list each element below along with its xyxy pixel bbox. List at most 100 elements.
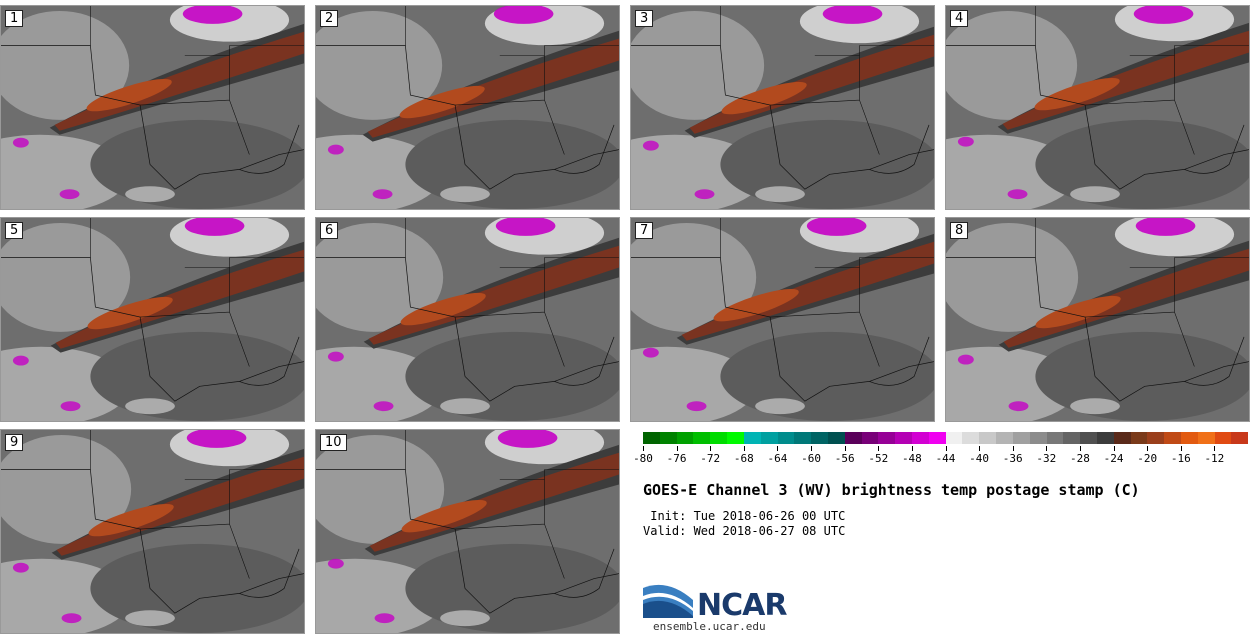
panel-number: 9	[5, 434, 24, 451]
panel-6: 6	[315, 217, 620, 422]
panel-number: 7	[635, 222, 654, 239]
colorbar-tick-label: -44	[935, 452, 956, 465]
wv-map	[1, 218, 304, 421]
wv-map	[946, 218, 1249, 421]
colorbar-tick-mark	[710, 446, 712, 451]
colorbar-swatch	[659, 432, 677, 444]
colorbar-swatch	[1214, 432, 1232, 444]
wv-map	[946, 6, 1249, 209]
colorbar-swatch	[710, 432, 728, 444]
colorbar-tick-label: -52	[868, 452, 889, 465]
colorbar-tick-label: -68	[733, 452, 754, 465]
wv-map	[316, 6, 619, 209]
panel-7: 7	[630, 217, 935, 422]
colorbar-tick-label: -36	[1002, 452, 1023, 465]
colorbar-swatch	[912, 432, 929, 444]
colorbar-swatch	[676, 432, 694, 444]
colorbar-tick-mark	[1113, 446, 1115, 451]
colorbar-tick-mark	[777, 446, 779, 451]
colorbar-swatch	[643, 432, 660, 444]
colorbar-swatch	[1231, 432, 1249, 444]
colorbar	[643, 432, 1249, 444]
colorbar-swatch	[996, 432, 1013, 444]
ncar-logo-text: NCAR	[697, 588, 787, 623]
colorbar-swatch	[1164, 432, 1181, 444]
colorbar-tick-mark	[1012, 446, 1014, 451]
colorbar-tick-mark	[1079, 446, 1081, 451]
colorbar-swatch	[1130, 432, 1148, 444]
colorbar-swatch	[945, 432, 963, 444]
colorbar-swatch	[979, 432, 997, 444]
panel-number: 10	[320, 434, 347, 451]
panel-1: 1	[0, 5, 305, 210]
colorbar-swatch	[827, 432, 845, 444]
colorbar-tick-mark	[811, 446, 813, 451]
colorbar-swatch	[962, 432, 980, 444]
colorbar-swatch	[895, 432, 912, 444]
colorbar-tick-label: -28	[1070, 452, 1090, 465]
panel-number: 8	[950, 222, 969, 239]
colorbar-swatch	[1012, 432, 1030, 444]
colorbar-tick-label: -64	[767, 452, 788, 465]
colorbar-ticks: -80 -76 -72 -68 -64 -60 -56 -52 -48 -44 -40 -36 -32-…	[633, 446, 1248, 466]
colorbar-tick-label: -72	[700, 452, 721, 465]
panel-3: 3	[630, 5, 935, 210]
colorbar-tick-mark	[1046, 446, 1048, 451]
colorbar-swatch	[1029, 432, 1047, 444]
wv-map	[316, 218, 619, 421]
colorbar-tick-label: -12	[1204, 452, 1225, 465]
colorbar-swatch	[811, 432, 828, 444]
colorbar-swatch	[861, 432, 879, 444]
colorbar-swatch	[743, 432, 761, 444]
colorbar-swatch	[777, 432, 795, 444]
valid-time: Valid: Wed 2018-06-27 08 UTC	[643, 524, 846, 538]
panel-4: 4	[945, 5, 1250, 210]
panel-8: 8	[945, 217, 1250, 422]
panel-number: 2	[320, 10, 339, 27]
panel-10: 10	[315, 429, 620, 634]
colorbar-tick-label: -56	[834, 452, 855, 465]
colorbar-swatch	[727, 432, 744, 444]
colorbar-swatch	[1063, 432, 1081, 444]
colorbar-tick-label: -20	[1137, 452, 1158, 465]
colorbar-swatch	[794, 432, 812, 444]
colorbar-tick-label: -48	[901, 452, 922, 465]
colorbar-tick-mark	[1214, 446, 1216, 451]
panel-5: 5	[0, 217, 305, 422]
panel-number: 5	[5, 222, 24, 239]
colorbar-tick-label: -40	[969, 452, 990, 465]
panel-number: 6	[320, 222, 339, 239]
colorbar-swatch	[844, 432, 862, 444]
panel-number: 3	[635, 10, 654, 27]
wv-map	[631, 218, 934, 421]
colorbar-tick-mark	[945, 446, 947, 451]
colorbar-tick-mark	[878, 446, 880, 451]
colorbar-swatch	[1197, 432, 1215, 444]
colorbar-swatch	[878, 432, 896, 444]
colorbar-tick-label: -24	[1103, 452, 1124, 465]
colorbar-swatch	[928, 432, 946, 444]
colorbar-tick-mark	[1180, 446, 1182, 451]
colorbar-tick-mark	[911, 446, 913, 451]
colorbar-tick-label: -76	[666, 452, 687, 465]
colorbar-swatch	[1113, 432, 1131, 444]
colorbar-tick-mark	[1147, 446, 1149, 451]
colorbar-tick-mark	[743, 446, 745, 451]
wv-map	[316, 430, 619, 633]
panel-number: 1	[5, 10, 24, 27]
init-time: Init: Tue 2018-06-26 00 UTC	[643, 509, 846, 523]
page-title: GOES-E Channel 3 (WV) brightness temp po…	[643, 481, 1140, 499]
wv-map	[1, 430, 304, 633]
colorbar-swatch	[1080, 432, 1097, 444]
colorbar-tick-label: -32	[1036, 452, 1057, 465]
colorbar-tick-mark	[844, 446, 846, 451]
colorbar-tick-label: -60	[801, 452, 821, 465]
colorbar-swatch	[1181, 432, 1198, 444]
colorbar-tick-mark	[643, 446, 644, 451]
colorbar-tick-mark	[979, 446, 981, 451]
colorbar-swatch	[693, 432, 711, 444]
panel-2: 2	[315, 5, 620, 210]
panel-number: 4	[950, 10, 969, 27]
ncar-logo-icon	[643, 584, 693, 618]
colorbar-tick-label: -80	[633, 452, 653, 465]
